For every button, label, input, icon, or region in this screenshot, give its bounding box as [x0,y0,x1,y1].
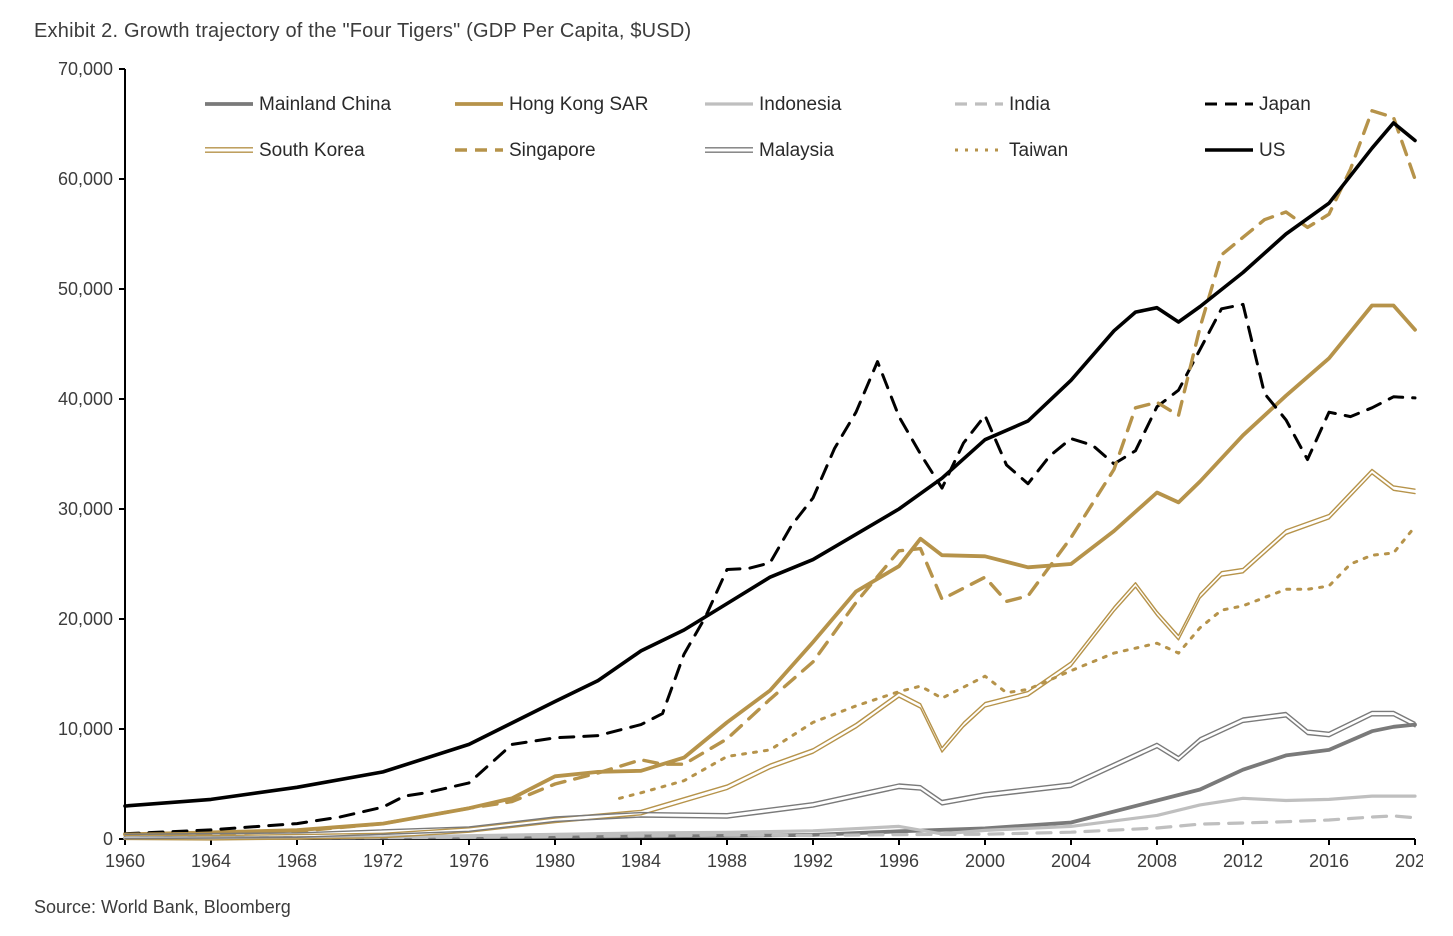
svg-text:2012: 2012 [1223,851,1263,871]
legend-item: Taiwan [955,140,1068,161]
svg-text:Malaysia: Malaysia [759,140,834,161]
series-taiwan [620,527,1416,799]
legend-item: Japan [1205,94,1311,115]
y-axis: 0 10,000 20,000 30,000 40,000 50,000 60,000 70,… [58,59,125,849]
x-axis: 1960 1964 1968 1972 1976 1980 1984 1988 1992 1996… [105,839,1423,871]
chart-title: Exhibit 2. Growth trajectory of the "Fou… [34,20,1423,43]
legend-item: Hong Kong SAR [455,94,648,115]
svg-text:Hong Kong SAR: Hong Kong SAR [509,94,648,115]
legend-item: India [955,94,1051,115]
svg-text:70,000: 70,000 [58,59,113,79]
legend-item: Singapore [455,140,596,161]
svg-text:60,000: 60,000 [58,169,113,189]
svg-text:South Korea: South Korea [259,140,365,161]
svg-text:1980: 1980 [535,851,575,871]
chart-svg: 0 10,000 20,000 30,000 40,000 50,000 60,000 70,… [30,59,1423,889]
svg-text:2004: 2004 [1051,851,1091,871]
svg-text:10,000: 10,000 [58,719,113,739]
svg-text:2008: 2008 [1137,851,1177,871]
svg-text:1976: 1976 [449,851,489,871]
svg-text:Indonesia: Indonesia [759,94,842,115]
series-group [125,111,1415,840]
svg-text:2000: 2000 [965,851,1005,871]
series-hong-kong-sar [125,306,1415,835]
svg-text:US: US [1259,140,1285,161]
chart-source: Source: World Bank, Bloomberg [34,897,1423,918]
legend-item: South Korea [205,140,365,161]
chart-area: 0 10,000 20,000 30,000 40,000 50,000 60,000 70,… [30,59,1423,889]
svg-text:1992: 1992 [793,851,833,871]
svg-text:40,000: 40,000 [58,389,113,409]
legend: Mainland China Hong Kong SAR Indonesia Indi… [205,94,1311,161]
svg-text:0: 0 [103,829,113,849]
svg-text:20,000: 20,000 [58,609,113,629]
svg-text:1972: 1972 [363,851,403,871]
svg-text:1996: 1996 [879,851,919,871]
svg-text:Singapore: Singapore [509,140,596,161]
legend-item: Mainland China [205,94,391,115]
svg-text:Japan: Japan [1259,94,1311,115]
svg-text:2020: 2020 [1395,851,1423,871]
svg-text:Mainland China: Mainland China [259,94,391,115]
svg-text:30,000: 30,000 [58,499,113,519]
svg-text:2016: 2016 [1309,851,1349,871]
svg-text:1984: 1984 [621,851,661,871]
series-singapore [125,111,1415,835]
svg-text:1960: 1960 [105,851,145,871]
svg-text:1988: 1988 [707,851,747,871]
series-japan [125,304,1415,833]
svg-text:1968: 1968 [277,851,317,871]
svg-text:50,000: 50,000 [58,279,113,299]
svg-text:Taiwan: Taiwan [1009,140,1068,161]
legend-item: Malaysia [705,140,834,161]
legend-item: Indonesia [705,94,842,115]
svg-text:India: India [1009,94,1051,115]
legend-item: US [1205,140,1285,161]
series-us [125,123,1415,806]
svg-text:1964: 1964 [191,851,231,871]
